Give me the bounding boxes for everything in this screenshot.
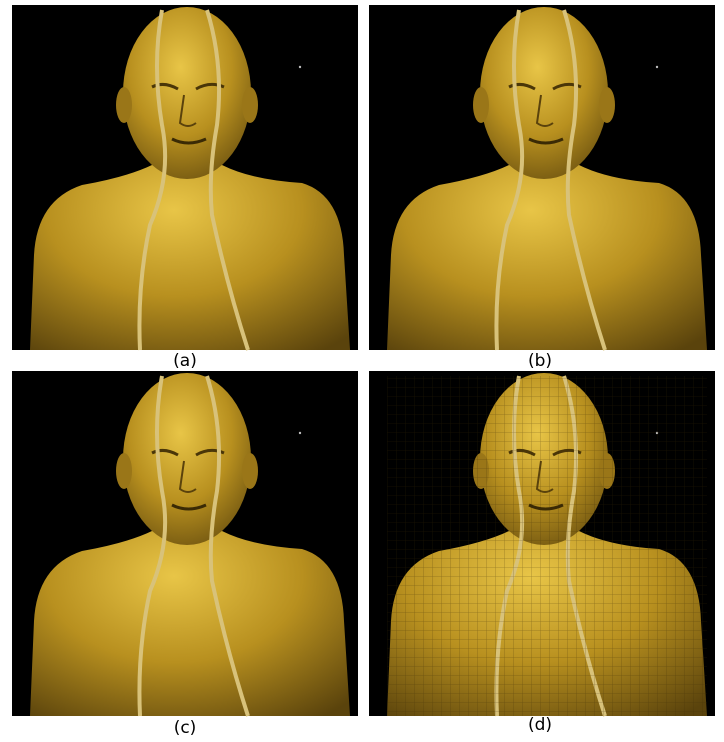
panel-d — [369, 371, 715, 716]
panel-label: (a) — [173, 351, 197, 371]
panel-b — [369, 5, 715, 350]
panel-label: (b) — [528, 351, 552, 371]
panel-a — [12, 5, 358, 350]
panel-label: (c) — [174, 718, 197, 738]
panel-label: (d) — [528, 715, 552, 735]
panel-c — [12, 371, 358, 716]
figure: (a) (b) (c) (d) — [0, 0, 724, 742]
